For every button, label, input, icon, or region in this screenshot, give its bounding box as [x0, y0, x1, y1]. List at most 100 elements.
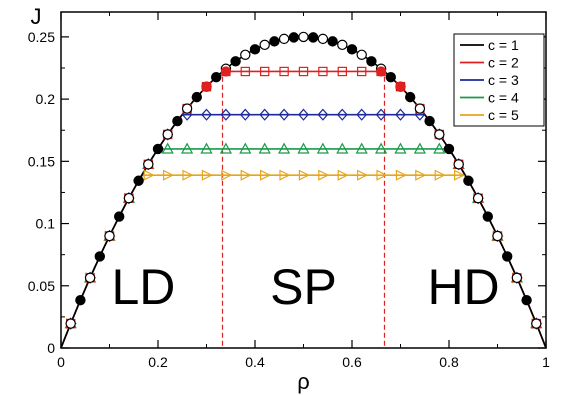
data-point [472, 192, 484, 204]
data-point [259, 39, 270, 51]
data-point [337, 39, 348, 51]
data-point [355, 142, 368, 154]
data-point [376, 66, 387, 77]
data-point [356, 108, 368, 121]
data-point [172, 115, 183, 127]
x-tick-label: 0 [57, 354, 65, 370]
data-point [75, 295, 86, 306]
x-tick-label: 0.2 [148, 354, 168, 370]
legend-entry-label: c = 2 [488, 55, 519, 71]
data-point [374, 142, 388, 154]
data-point [405, 91, 416, 103]
data-point [317, 33, 329, 45]
x-tick-label: 0.8 [439, 354, 459, 370]
data-point [434, 169, 446, 181]
data-point [278, 108, 290, 121]
data-point [65, 318, 76, 329]
data-point [453, 159, 464, 170]
data-point [163, 169, 175, 181]
data-point [424, 115, 435, 127]
data-point [260, 169, 272, 181]
data-point [161, 142, 174, 154]
data-point [220, 108, 232, 121]
region-label-ld: LD [111, 259, 175, 315]
legend-entry-label: c = 1 [488, 37, 519, 53]
data-point [181, 103, 193, 114]
legend-entry-label: c = 4 [488, 90, 519, 106]
y-tick-label: 0.2 [36, 91, 56, 107]
data-point [394, 142, 407, 154]
data-point [521, 295, 532, 306]
data-point [143, 169, 155, 181]
data-point [414, 103, 426, 114]
data-point [288, 32, 299, 43]
y-tick-label: 0.15 [28, 153, 55, 169]
data-point [201, 108, 212, 121]
data-point [298, 108, 309, 121]
data-point [366, 56, 377, 67]
series-markers-group [65, 31, 542, 329]
data-point [298, 66, 309, 77]
data-point [502, 251, 513, 262]
data-point [133, 175, 144, 186]
data-point [201, 81, 212, 92]
data-point [443, 143, 455, 155]
legend: c = 1 c = 2c = 3 c = 4c = 5 [453, 33, 545, 127]
data-point [277, 142, 291, 154]
data-point [318, 66, 328, 77]
data-point [191, 91, 202, 103]
data-point [182, 169, 194, 181]
data-point [298, 169, 310, 181]
data-point [297, 142, 310, 154]
data-point [482, 211, 493, 222]
data-point [123, 192, 135, 204]
data-point [395, 108, 406, 121]
data-point [201, 169, 213, 181]
data-point [239, 142, 252, 154]
data-point [395, 81, 406, 92]
data-point [279, 169, 291, 181]
data-point [240, 169, 252, 181]
data-point [316, 142, 330, 154]
data-point [463, 175, 474, 186]
data-point [279, 66, 289, 77]
data-point [298, 31, 309, 43]
data-point [337, 66, 348, 77]
data-point [143, 159, 154, 170]
x-tick-label: 0.4 [245, 354, 265, 370]
data-point [94, 251, 106, 262]
data-point [415, 169, 427, 181]
x-axis-label: ρ [297, 369, 310, 394]
data-point [210, 72, 222, 83]
data-point [357, 66, 367, 77]
data-point [259, 108, 271, 121]
region-label-hd: HD [427, 259, 499, 315]
data-point [162, 129, 173, 140]
data-point [336, 108, 348, 121]
data-point [152, 143, 164, 155]
data-point [104, 230, 115, 242]
data-point [433, 142, 446, 154]
data-point [356, 49, 367, 61]
data-point [454, 169, 466, 181]
data-point [327, 36, 338, 47]
data-point [492, 230, 503, 242]
data-point [219, 142, 233, 154]
data-point [258, 142, 271, 154]
data-point [269, 36, 280, 47]
data-point [113, 211, 125, 222]
legend-box [453, 33, 545, 127]
data-point [221, 169, 233, 181]
data-point [395, 169, 407, 181]
data-point [376, 169, 388, 181]
data-point [249, 44, 261, 55]
data-point [385, 72, 396, 83]
data-point [240, 66, 250, 77]
data-point [346, 44, 358, 55]
axis-ticks: 0 0.2 0.4 0.6 0.8 1 0 0.05 0.1 0.15 0.2 0.25 [28, 12, 550, 370]
data-point [84, 272, 96, 284]
data-point [180, 142, 194, 154]
series-markers [64, 31, 543, 330]
data-point [357, 169, 369, 181]
